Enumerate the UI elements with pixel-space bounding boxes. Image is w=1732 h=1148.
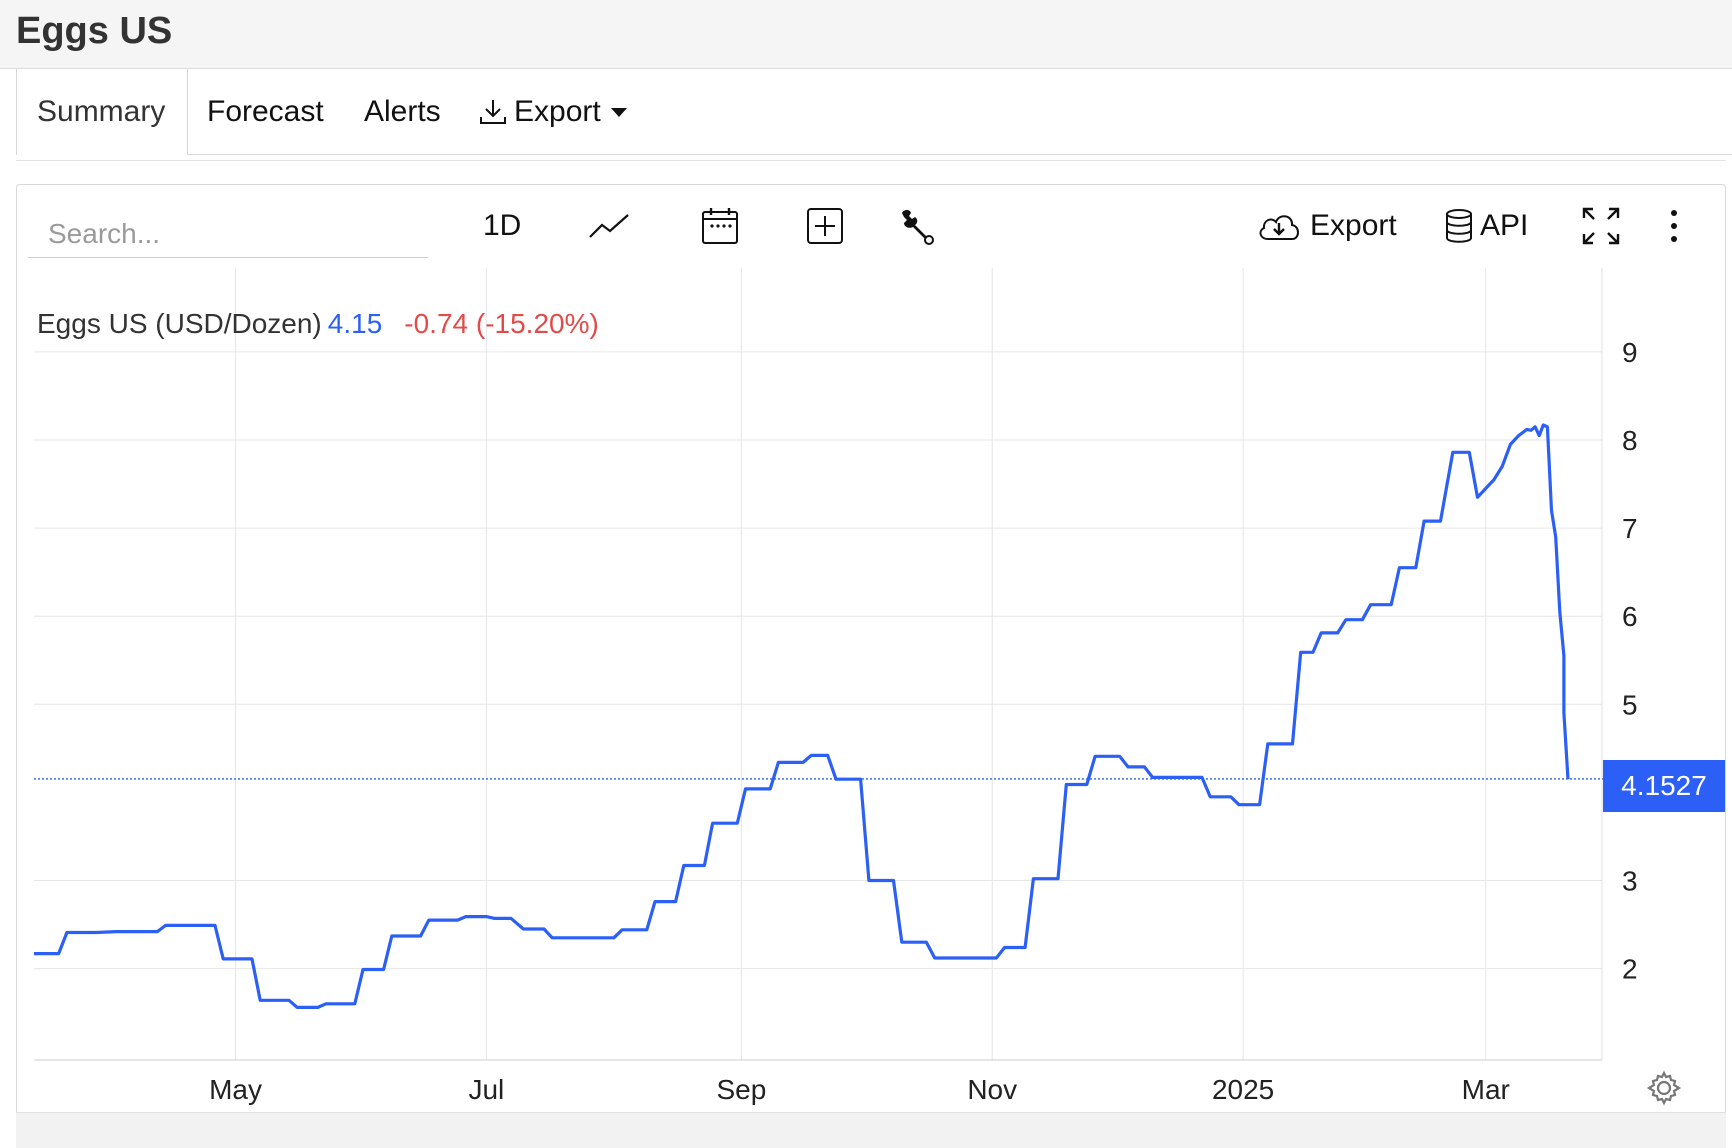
title-bar: Eggs US [0,0,1732,69]
wrench-icon [902,210,934,245]
tab-alerts[interactable]: Alerts [364,95,441,128]
database-icon [1446,209,1472,243]
tab-forecast[interactable]: Forecast [207,95,324,128]
fullscreen-button[interactable] [1581,200,1621,252]
chart-legend: Eggs US (USD/Dozen) 4.15 -0.74 (-15.20%) [37,308,599,340]
chart-panel [16,184,1726,1148]
y-tick-label: 6 [1622,601,1638,632]
tab-summary[interactable]: Summary [16,69,188,155]
tabs-row: Summary Forecast Alerts Export [16,69,1732,155]
compare-button[interactable] [806,200,844,252]
tab-export-dropdown[interactable]: Export [478,69,627,155]
chart-type-button[interactable] [588,200,630,252]
line-chart-icon [589,214,629,238]
x-tick-label: Sep [716,1074,766,1105]
legend-value: 4.15 [327,308,383,339]
y-tick-label: 8 [1622,425,1638,456]
x-tick-label: Jul [468,1074,504,1105]
indicators-button[interactable] [898,200,936,252]
date-range-button[interactable] [701,200,739,252]
more-vertical-icon [1671,210,1677,242]
last-value-tag: 4.1527 [1603,760,1725,812]
settings-gear-icon [1646,1070,1682,1106]
x-tick-label: 2025 [1212,1074,1274,1105]
legend-series-name: Eggs US (USD/Dozen) [37,308,322,339]
more-options-button[interactable] [1668,200,1680,252]
tab-export-label: Export [514,95,601,128]
x-tick-label: Mar [1462,1074,1510,1105]
cloud-download-icon [1259,215,1299,240]
x-tick-label: Nov [967,1074,1017,1105]
page-title: Eggs US [16,10,173,52]
x-tick-label: May [209,1074,262,1105]
compare-plus-icon [807,208,843,244]
divider [16,160,1726,164]
export-button[interactable]: Export [1256,200,1397,252]
y-tick-label: 5 [1622,689,1638,720]
y-tick-label: 7 [1622,513,1638,544]
calendar-icon [702,208,738,244]
range-selector-bar [16,1112,1726,1148]
api-button[interactable]: API [1444,200,1528,252]
y-tick-label: 9 [1622,337,1638,368]
series-line-0 [34,423,1570,1009]
download-icon [480,100,506,124]
fullscreen-icon [1582,207,1620,245]
interval-button[interactable]: 1D [483,209,522,242]
y-tick-label: 3 [1622,866,1638,897]
export-label: Export [1310,209,1397,242]
chevron-down-icon [610,107,627,117]
search-input[interactable] [28,210,428,258]
y-tick-label: 2 [1622,954,1638,985]
chart-settings-button[interactable] [1646,1070,1682,1111]
legend-change: -0.74 (-15.20%) [404,308,599,339]
api-label: API [1480,209,1529,242]
